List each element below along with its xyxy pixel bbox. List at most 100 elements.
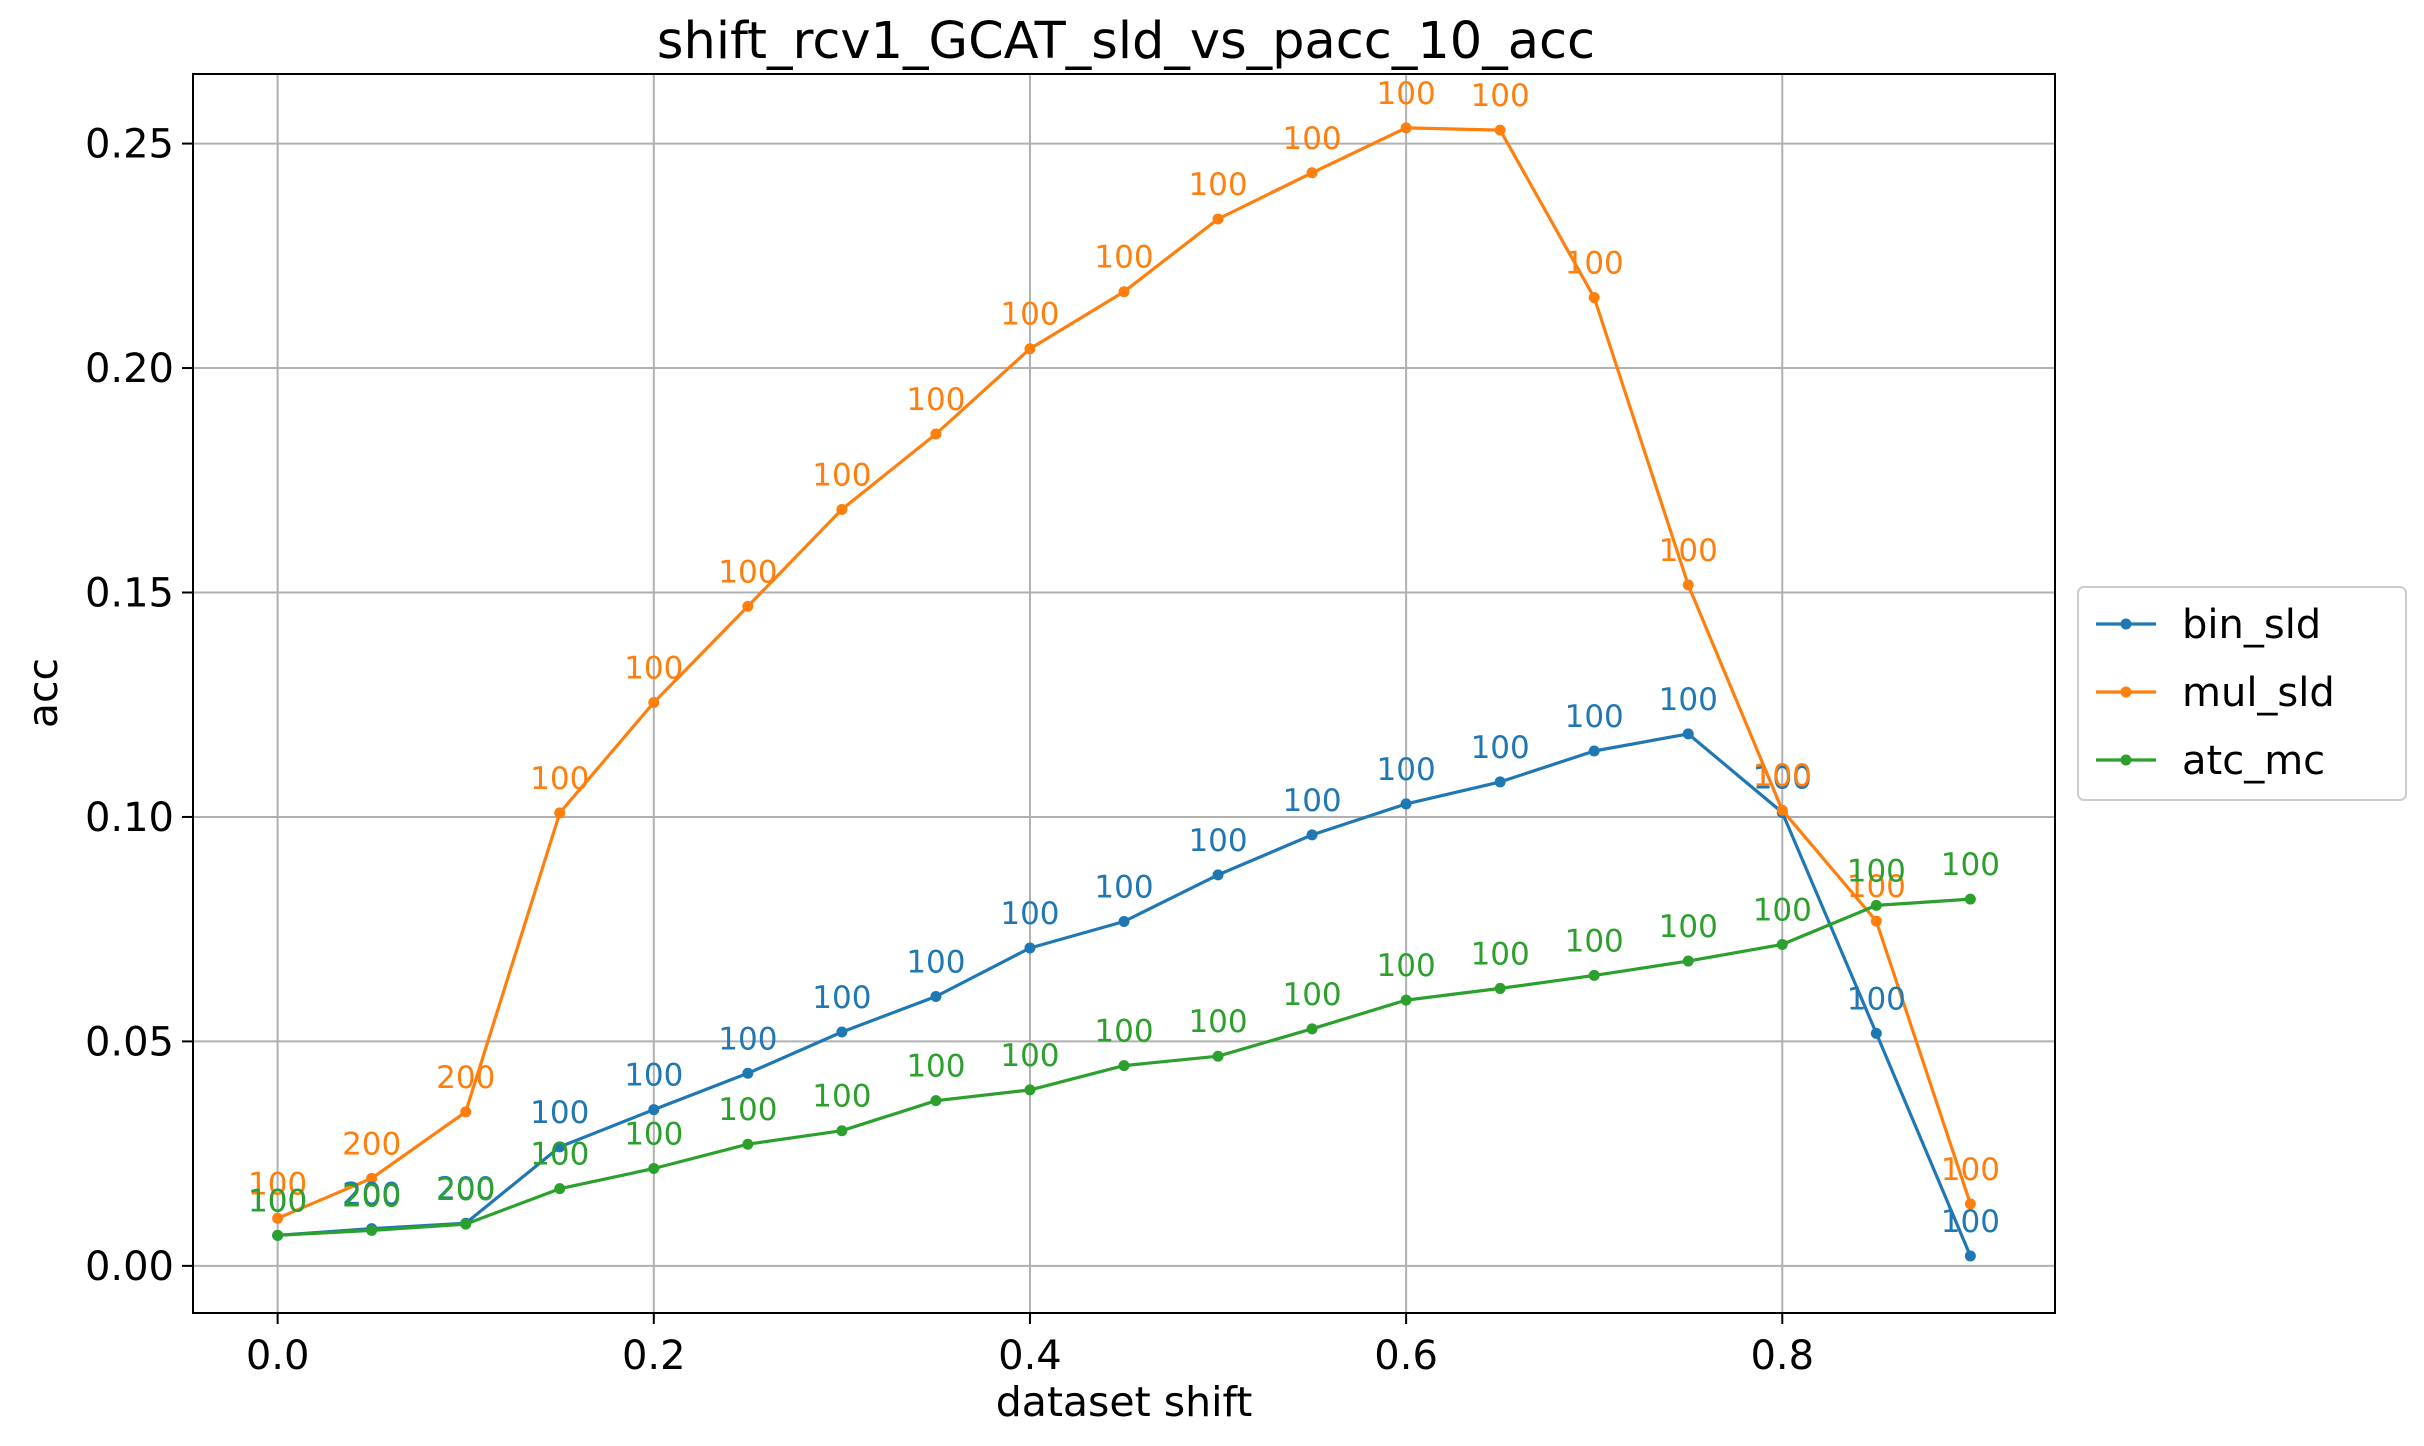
data-label-atc_mc: 100 xyxy=(1847,853,1906,889)
data-label-bin_sld: 100 xyxy=(1659,682,1718,718)
data-point-atc_mc xyxy=(272,1229,284,1241)
data-label-atc_mc: 200 xyxy=(342,1178,401,1214)
data-label-atc_mc: 100 xyxy=(1094,1014,1153,1050)
data-point-mul_sld xyxy=(742,600,754,612)
data-label-mul_sld: 100 xyxy=(718,554,777,590)
data-point-bin_sld xyxy=(742,1067,754,1079)
data-point-atc_mc xyxy=(1024,1084,1036,1096)
legend-label-bin_sld: bin_sld xyxy=(2182,602,2321,648)
data-label-atc_mc: 100 xyxy=(1282,977,1341,1013)
data-point-mul_sld xyxy=(1212,213,1224,225)
data-label-mul_sld: 100 xyxy=(1282,121,1341,157)
data-point-bin_sld xyxy=(1306,829,1318,841)
data-label-mul_sld: 100 xyxy=(1471,78,1530,114)
data-point-mul_sld xyxy=(1306,167,1318,179)
data-label-atc_mc: 200 xyxy=(436,1172,495,1208)
data-point-mul_sld xyxy=(1870,915,1882,927)
data-label-bin_sld: 100 xyxy=(624,1058,683,1094)
data-label-mul_sld: 100 xyxy=(248,1166,307,1202)
legend-label-mul_sld: mul_sld xyxy=(2182,670,2335,716)
x-tick-label: 0.6 xyxy=(1374,1333,1438,1379)
data-point-atc_mc xyxy=(1118,1060,1130,1072)
data-point-atc_mc xyxy=(554,1183,566,1195)
legend-label-atc_mc: atc_mc xyxy=(2182,738,2325,784)
data-label-mul_sld: 100 xyxy=(1377,76,1436,112)
data-label-atc_mc: 100 xyxy=(1941,847,2000,883)
x-tick-label: 0.8 xyxy=(1750,1333,1814,1379)
data-point-atc_mc xyxy=(460,1218,472,1230)
data-label-mul_sld: 100 xyxy=(624,650,683,686)
data-point-atc_mc xyxy=(1400,994,1412,1006)
data-label-atc_mc: 100 xyxy=(1753,892,1812,928)
data-label-mul_sld: 100 xyxy=(812,457,871,493)
x-axis-label: dataset shift xyxy=(996,1378,1253,1426)
y-tick-label: 0.20 xyxy=(85,346,174,392)
legend-marker-atc_mc xyxy=(2120,754,2132,766)
data-label-bin_sld: 100 xyxy=(1471,730,1530,766)
data-label-atc_mc: 100 xyxy=(248,1183,307,1219)
data-label-bin_sld: 100 xyxy=(718,1021,777,1057)
chart-title: shift_rcv1_GCAT_sld_vs_pacc_10_acc xyxy=(657,12,1595,71)
data-label-bin_sld: 100 xyxy=(248,1183,307,1219)
data-point-mul_sld xyxy=(930,428,942,440)
data-labels: 100 200 200 100 100 100 100 100 100 100 100 100 100 1… xyxy=(248,76,2000,1240)
data-point-atc_mc xyxy=(1870,899,1882,911)
x-tick-label: 0.0 xyxy=(246,1333,310,1379)
data-label-bin_sld: 100 xyxy=(1753,760,1812,796)
data-point-atc_mc xyxy=(836,1125,848,1137)
data-label-atc_mc: 100 xyxy=(1565,923,1624,959)
data-label-mul_sld: 100 xyxy=(1000,297,1059,333)
data-point-bin_sld xyxy=(1118,916,1130,928)
data-point-mul_sld xyxy=(1588,292,1600,304)
data-point-bin_sld xyxy=(1964,1250,1976,1262)
data-label-mul_sld: 100 xyxy=(1941,1152,2000,1188)
data-label-atc_mc: 100 xyxy=(530,1137,589,1173)
data-point-mul_sld xyxy=(366,1172,378,1184)
y-tick-label: 0.15 xyxy=(85,570,174,616)
y-tick-label: 0.00 xyxy=(85,1244,174,1290)
data-label-bin_sld: 100 xyxy=(1565,699,1624,735)
data-point-mul_sld xyxy=(836,503,848,515)
data-point-bin_sld xyxy=(1588,745,1600,757)
data-label-bin_sld: 100 xyxy=(1000,896,1059,932)
data-point-atc_mc xyxy=(1964,893,1976,905)
data-point-mul_sld xyxy=(1682,579,1694,591)
data-point-mul_sld xyxy=(1024,343,1036,355)
grid xyxy=(193,74,2055,1313)
data-point-mul_sld xyxy=(1776,804,1788,816)
data-point-bin_sld xyxy=(648,1104,660,1116)
data-label-bin_sld: 100 xyxy=(1941,1204,2000,1240)
data-label-bin_sld: 200 xyxy=(342,1177,401,1213)
x-tick-label: 0.2 xyxy=(622,1333,686,1379)
data-label-bin_sld: 100 xyxy=(1847,981,1906,1017)
data-label-mul_sld: 200 xyxy=(436,1060,495,1096)
data-point-mul_sld xyxy=(1494,124,1506,136)
data-point-atc_mc xyxy=(366,1224,378,1236)
data-label-bin_sld: 100 xyxy=(906,945,965,981)
plot-frame xyxy=(192,73,2056,1314)
data-label-atc_mc: 100 xyxy=(718,1092,777,1128)
data-label-bin_sld: 100 xyxy=(530,1095,589,1131)
data-label-bin_sld: 200 xyxy=(436,1171,495,1207)
data-label-atc_mc: 100 xyxy=(624,1116,683,1152)
data-label-bin_sld: 100 xyxy=(1282,783,1341,819)
data-point-mul_sld xyxy=(460,1106,472,1118)
x-tick-label: 0.4 xyxy=(998,1333,1062,1379)
data-point-atc_mc xyxy=(1682,955,1694,967)
y-tick-label: 0.10 xyxy=(85,795,174,841)
data-point-mul_sld xyxy=(1964,1198,1976,1210)
data-label-atc_mc: 100 xyxy=(1000,1038,1059,1074)
data-point-atc_mc xyxy=(648,1162,660,1174)
data-point-atc_mc xyxy=(1494,982,1506,994)
data-label-mul_sld: 100 xyxy=(1565,246,1624,282)
data-point-atc_mc xyxy=(1588,969,1600,981)
data-point-atc_mc xyxy=(930,1095,942,1107)
data-label-atc_mc: 100 xyxy=(812,1079,871,1115)
series-lines xyxy=(272,122,1976,1262)
data-point-atc_mc xyxy=(1212,1050,1224,1062)
data-point-bin_sld xyxy=(1494,776,1506,788)
legend-marker-bin_sld xyxy=(2120,618,2132,630)
data-label-mul_sld: 100 xyxy=(1094,240,1153,276)
